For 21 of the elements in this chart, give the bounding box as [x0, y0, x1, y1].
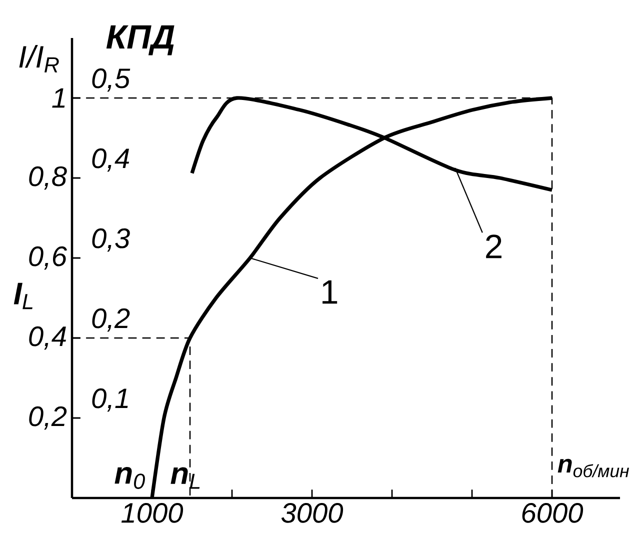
y-tick-label: 1 [52, 88, 65, 108]
y-tick-label: 0,4 [29, 326, 66, 350]
y-axis-title: I/I$_{R}$ [19, 45, 59, 72]
y2-tick-label: 0,4 [92, 148, 130, 172]
x-tick-label: 1000 [121, 502, 184, 523]
y-tick-label: 0,2 [29, 406, 67, 430]
annotation: I$_{L}$ [14, 282, 32, 310]
y2-axis-title: КПД [106, 25, 174, 56]
x-tick-label: 3000 [281, 502, 344, 523]
x-tick-label: 6000 [522, 502, 584, 523]
x-axis-title: n$_{об/мин}$ [558, 458, 629, 478]
y2-tick-label: 0,2 [92, 308, 130, 332]
y2-tick-label: 0,1 [92, 388, 128, 412]
annotation: 2 [486, 234, 502, 258]
annotation: 1 [322, 280, 338, 304]
annotation: n$_{0}$ [114, 467, 145, 489]
y-tick-label: 0,8 [29, 166, 67, 190]
y2-tick-label: 0,5 [92, 68, 130, 92]
annotation: n$_{L}$ [170, 467, 200, 489]
y-tick-label: 0,6 [29, 246, 68, 270]
y2-tick-label: 0,3 [92, 228, 130, 252]
